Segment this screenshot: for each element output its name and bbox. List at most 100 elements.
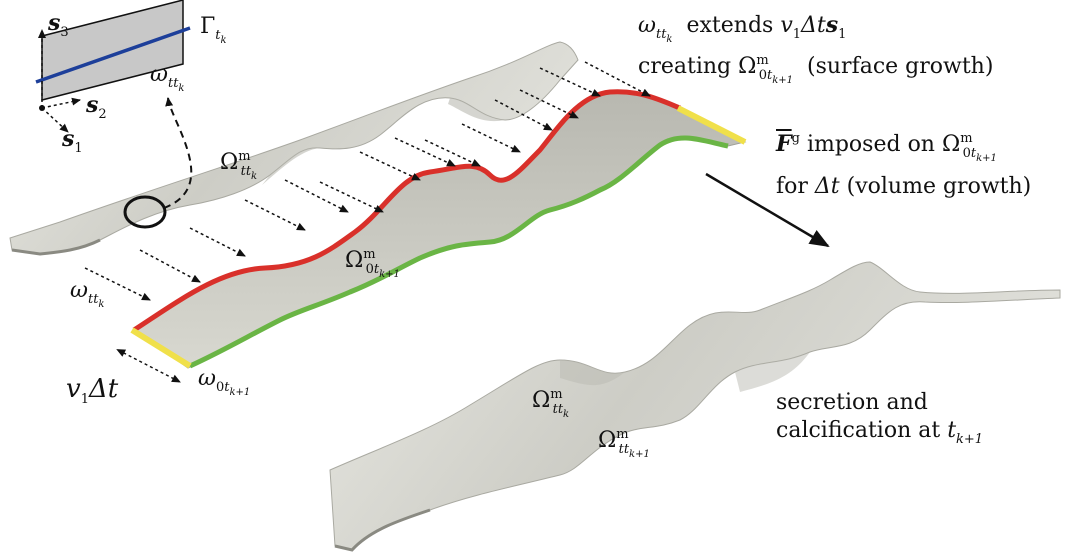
projection-arrows xyxy=(84,61,651,301)
omega-sub2: t xyxy=(93,292,99,307)
s3-symbol: s xyxy=(48,10,61,36)
volume-growth-text: (volume growth) xyxy=(846,174,1032,199)
projection-arrow xyxy=(424,139,481,167)
Omega-sub-0: 0 xyxy=(962,146,971,161)
volume-growth-line1: Fg imposed on Ωm0tk+1 xyxy=(776,132,997,164)
Omega-sub-t: t xyxy=(373,262,380,277)
for-text: for xyxy=(776,174,808,199)
Omega-sub-t: t xyxy=(552,402,558,417)
zoom-circle xyxy=(123,195,167,229)
projection-arrow xyxy=(461,123,521,153)
surface-growth-text: (surface growth) xyxy=(807,54,994,79)
gamma-subsub: k xyxy=(220,35,227,46)
Omega-symbol: Ω xyxy=(532,388,551,413)
s1-label: s1 xyxy=(62,128,83,155)
axis-s2 xyxy=(41,97,81,109)
F-symbol: F xyxy=(776,131,792,157)
Omega-sub-kplus1: k+1 xyxy=(629,449,650,460)
omega-m-existing-label: Ωmttk xyxy=(220,150,257,182)
secretion-text: secretion and xyxy=(776,390,928,415)
Omega-symbol: Ω xyxy=(598,428,617,453)
Omega-symbol: Ω xyxy=(738,54,757,79)
m-sup: m xyxy=(550,387,563,402)
upper-shell-fold xyxy=(448,98,505,122)
omega-sub2: t xyxy=(173,76,179,91)
m-sup: m xyxy=(960,131,973,146)
extends-text: extends xyxy=(686,13,774,38)
projection-arrow xyxy=(584,61,651,97)
omega-sub2: t xyxy=(661,27,667,42)
transition-arrow xyxy=(705,172,830,248)
Omega-sub-t: t xyxy=(970,146,977,161)
new-strip xyxy=(130,89,747,369)
upper-shell-surface xyxy=(9,41,579,255)
delta-t: Δt xyxy=(88,374,119,404)
s2-sub: 2 xyxy=(98,107,107,122)
projection-arrow xyxy=(359,151,421,181)
m-sup: m xyxy=(363,247,376,262)
t-symbol: t xyxy=(947,418,957,443)
m-sup: m xyxy=(756,53,769,68)
s1-symbol: s xyxy=(62,126,75,152)
omega-m-grown-label-1: Ωmttk xyxy=(532,388,569,420)
projection-arrow xyxy=(284,179,349,213)
Omega-symbol: Ω xyxy=(220,150,239,175)
Omega-sub-t: t xyxy=(240,164,246,179)
strip-top-edge-red xyxy=(132,89,681,333)
zoom-dashed-curve xyxy=(163,97,193,209)
Omega-sub-0: 0 xyxy=(365,262,374,277)
omega-subsub: k xyxy=(178,83,185,94)
grown-shell-surface xyxy=(329,261,1061,551)
omega-symbol: ω xyxy=(638,13,656,38)
omega-sub-0: 0 xyxy=(215,380,225,395)
Omega-sub-0: 0 xyxy=(758,68,767,83)
gamma-label: Γtk xyxy=(200,16,227,46)
imposed-text: imposed on xyxy=(806,132,935,157)
strip-bottom-edge-green xyxy=(188,135,729,369)
v-symbol: v xyxy=(780,13,793,38)
omega-sub: t xyxy=(655,27,662,42)
gamma-symbol: Γ xyxy=(200,14,216,39)
projection-arrow xyxy=(519,89,579,119)
gamma-sub: t xyxy=(215,28,221,43)
omega-sub-t: t xyxy=(224,380,230,395)
surface-growth-line1: ωttk extends v1Δts1 xyxy=(638,14,846,45)
projection-arrow xyxy=(139,249,201,283)
omega-m-new-label: Ωm0tk+1 xyxy=(345,248,400,280)
v-sub: 1 xyxy=(792,27,802,42)
s-symbol: s xyxy=(825,12,839,38)
Omega-sub-t2: t xyxy=(557,402,564,417)
Omega-symbol: Ω xyxy=(345,248,364,273)
Omega-sub-t2: t xyxy=(623,442,630,457)
s2-label: s2 xyxy=(86,94,107,121)
v-sub: 1 xyxy=(80,392,89,407)
s3-label: s3 xyxy=(48,12,69,39)
grown-shell-edge xyxy=(334,508,431,552)
omega-subsub: k xyxy=(666,34,673,45)
Omega-sub-k: k xyxy=(251,171,258,182)
omega-symbol: ω xyxy=(198,366,216,391)
new-strip-surface xyxy=(133,91,747,369)
s3-sub: 3 xyxy=(60,25,69,40)
omega-curve-label: ωttk xyxy=(70,280,104,310)
creating-text: creating xyxy=(638,54,732,79)
grown-shell-fold xyxy=(560,360,625,386)
omega-m-grown-label-2: Ωmttk+1 xyxy=(598,428,650,460)
Omega-sub-kplus1: k+1 xyxy=(379,269,400,280)
projection-arrow xyxy=(84,267,151,301)
s1-sub: 1 xyxy=(74,141,83,156)
grown-shell xyxy=(329,261,1061,552)
calcification-text: calcification at xyxy=(776,418,941,443)
omega-sub: t xyxy=(167,76,174,91)
omega-symbol: ω xyxy=(70,278,88,303)
grown-shell-fold xyxy=(735,352,810,392)
omega-zero-label: ω0tk+1 xyxy=(198,368,250,398)
projection-arrow xyxy=(394,137,456,167)
volume-growth-line2: for Δt (volume growth) xyxy=(776,176,1031,198)
delta-t: Δt xyxy=(801,13,826,38)
Omega-symbol: Ω xyxy=(941,132,961,157)
local-frame-inset xyxy=(35,0,191,133)
s-sub: 1 xyxy=(838,27,847,42)
Omega-sub-kplus1: k+1 xyxy=(772,75,794,86)
v-symbol: v xyxy=(66,374,81,404)
